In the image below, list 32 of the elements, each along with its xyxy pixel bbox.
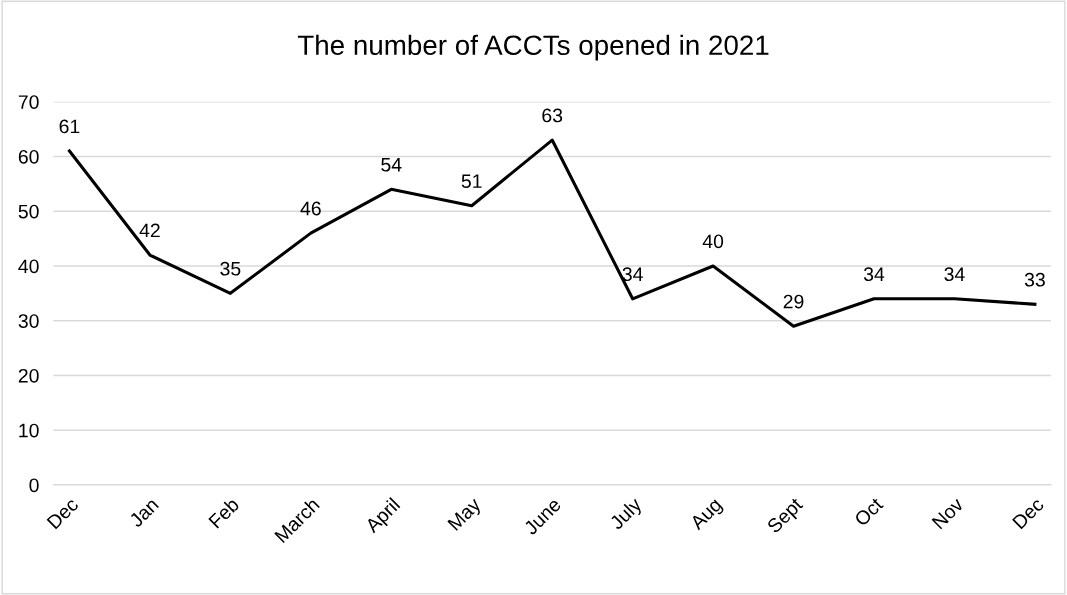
data-label: 51 (461, 174, 482, 189)
y-tick-label: 30 (18, 314, 39, 328)
x-tick-label: July (608, 496, 646, 534)
data-label: 63 (542, 108, 563, 123)
data-label: 34 (622, 267, 643, 282)
data-label: 34 (863, 267, 885, 282)
x-tick-label: Jan (128, 497, 160, 529)
chart-title: The number of ACCTs opened in 2021 (297, 34, 769, 61)
data-label: 61 (59, 119, 80, 134)
data-label: 29 (783, 294, 804, 309)
x-tick-label: May (447, 496, 485, 534)
y-tick-label: 0 (29, 478, 39, 493)
data-label: 33 (1024, 272, 1045, 287)
x-tick-label: Nov (931, 496, 965, 530)
data-label: 46 (300, 201, 321, 216)
y-tick-label: 50 (18, 204, 39, 219)
data-label: 35 (220, 261, 241, 276)
data-label: 40 (702, 234, 724, 249)
y-tick-label: 10 (19, 423, 39, 438)
x-tick-label: Feb (207, 496, 240, 529)
y-tick-label: 40 (18, 259, 39, 274)
data-label: 42 (139, 223, 160, 238)
y-tick-label: 60 (18, 149, 39, 164)
x-tick-label: Oct (853, 496, 884, 527)
x-tick-label: Dec (46, 496, 80, 530)
data-label: 34 (944, 267, 965, 282)
y-tick-label: 20 (18, 368, 39, 383)
y-tick-label: 70 (18, 95, 39, 109)
x-tick-label: Sept (766, 496, 807, 537)
data-label: 54 (381, 158, 402, 172)
x-tick-label: Dec (1012, 496, 1045, 530)
x-tick-label: Aug (689, 497, 726, 534)
